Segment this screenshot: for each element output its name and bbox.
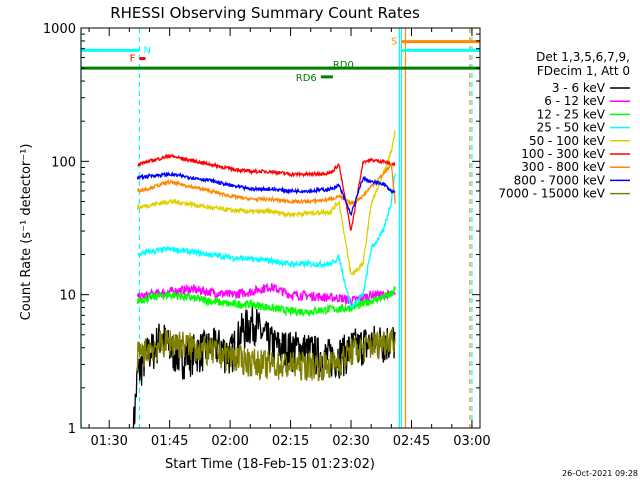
series-line-7 — [136, 170, 396, 216]
legend-entry-label: 3 - 6 keV — [552, 81, 606, 95]
plot-frame — [80, 27, 481, 429]
series-line-0 — [132, 303, 396, 429]
legend-entry-label: 6 - 12 keV — [544, 94, 606, 108]
x-tick-label: 02:45 — [393, 434, 430, 449]
y-tick-label: 1 — [68, 422, 76, 437]
legend-entry-label: 800 - 7000 keV — [514, 173, 606, 187]
legend-entry-label: 100 - 300 keV — [521, 147, 605, 161]
series-line-5 — [137, 153, 396, 231]
legend-entry-label: 12 - 25 keV — [537, 107, 606, 121]
flag-label-6: RD6 — [296, 73, 317, 84]
legend-header: Det 1,3,5,6,7,9, — [536, 50, 630, 64]
flag-label-5: RD0 — [333, 60, 354, 71]
series-line-8 — [136, 328, 396, 382]
chart-title: RHESSI Observing Summary Count Rates — [110, 4, 420, 22]
legend-entry-label: 300 - 800 keV — [521, 160, 605, 174]
series-line-1 — [136, 282, 396, 306]
x-tick-label: 03:00 — [453, 434, 490, 449]
footer-date: 26-Oct-2021 09:28 — [562, 469, 638, 478]
flag-label-0: N — [143, 45, 150, 56]
x-tick-label: 02:30 — [332, 434, 369, 449]
x-tick-label: 02:00 — [211, 434, 248, 449]
y-tick-label: 10 — [59, 289, 76, 304]
flag-label-2: S — [391, 37, 397, 48]
legend-entry-label: 7000 - 15000 keV — [498, 187, 605, 201]
y-axis-label: Count Rate (s⁻¹ detector⁻¹) — [19, 144, 34, 321]
series-line-3 — [137, 173, 396, 309]
legend-entry-label: 50 - 100 keV — [529, 134, 606, 148]
plot-area: NF S RD0 RD6 — [80, 28, 480, 429]
series-line-4 — [136, 130, 396, 276]
x-axis-label: Start Time (18-Feb-15 01:23:02) — [165, 457, 375, 472]
x-tick-label: 01:45 — [151, 434, 188, 449]
legend: Det 1,3,5,6,7,9,FDecim 1, Att 0 3 - 6 keV… — [498, 50, 630, 201]
x-tick-label: 02:15 — [272, 434, 309, 449]
legend-header: FDecim 1, Att 0 — [537, 64, 630, 78]
y-tick-label: 1000 — [43, 22, 76, 37]
axes: 1 10 100 1000 01:30 01:45 02:00 02:15 02:30 02:45… — [43, 22, 491, 449]
flag-label-1: F — [130, 54, 136, 65]
y-tick-label: 100 — [51, 155, 76, 170]
series-line-6 — [136, 163, 396, 207]
x-tick-label: 01:30 — [90, 434, 127, 449]
legend-entry-label: 25 - 50 keV — [537, 121, 606, 135]
